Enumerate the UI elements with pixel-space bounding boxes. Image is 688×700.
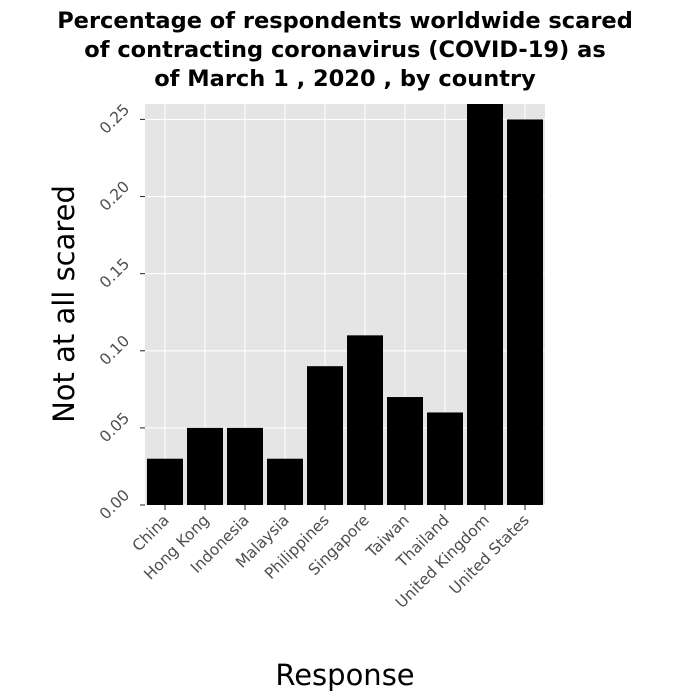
y-axis: 0.00 0.05 0.10 0.15 0.20 0.25 (96, 101, 145, 524)
y-tick-label: 0.00 (96, 486, 133, 523)
chart-title-line-3: of March 1 , 2020 , by country (154, 66, 536, 92)
bar (507, 119, 543, 505)
bar (227, 428, 263, 505)
bar (187, 428, 223, 505)
bar (347, 335, 383, 505)
chart-title-line-1: Percentage of respondents worldwide scar… (57, 8, 633, 34)
bar (467, 104, 503, 505)
y-tick-label: 0.25 (96, 101, 133, 138)
chart-title-line-2: of contracting coronavirus (COVID-19) as (84, 37, 606, 63)
y-axis-label: Not at all scared (47, 185, 81, 423)
y-tick-label: 0.20 (96, 178, 133, 215)
x-axis-label: Response (275, 658, 414, 692)
bar (427, 412, 463, 505)
bar (267, 459, 303, 505)
y-tick-label: 0.10 (96, 332, 133, 369)
y-tick-label: 0.15 (96, 255, 133, 292)
bar (387, 397, 423, 505)
bar (307, 366, 343, 505)
bar (147, 459, 183, 505)
y-tick-label: 0.05 (96, 409, 133, 446)
chart-title: Percentage of respondents worldwide scar… (57, 8, 633, 92)
